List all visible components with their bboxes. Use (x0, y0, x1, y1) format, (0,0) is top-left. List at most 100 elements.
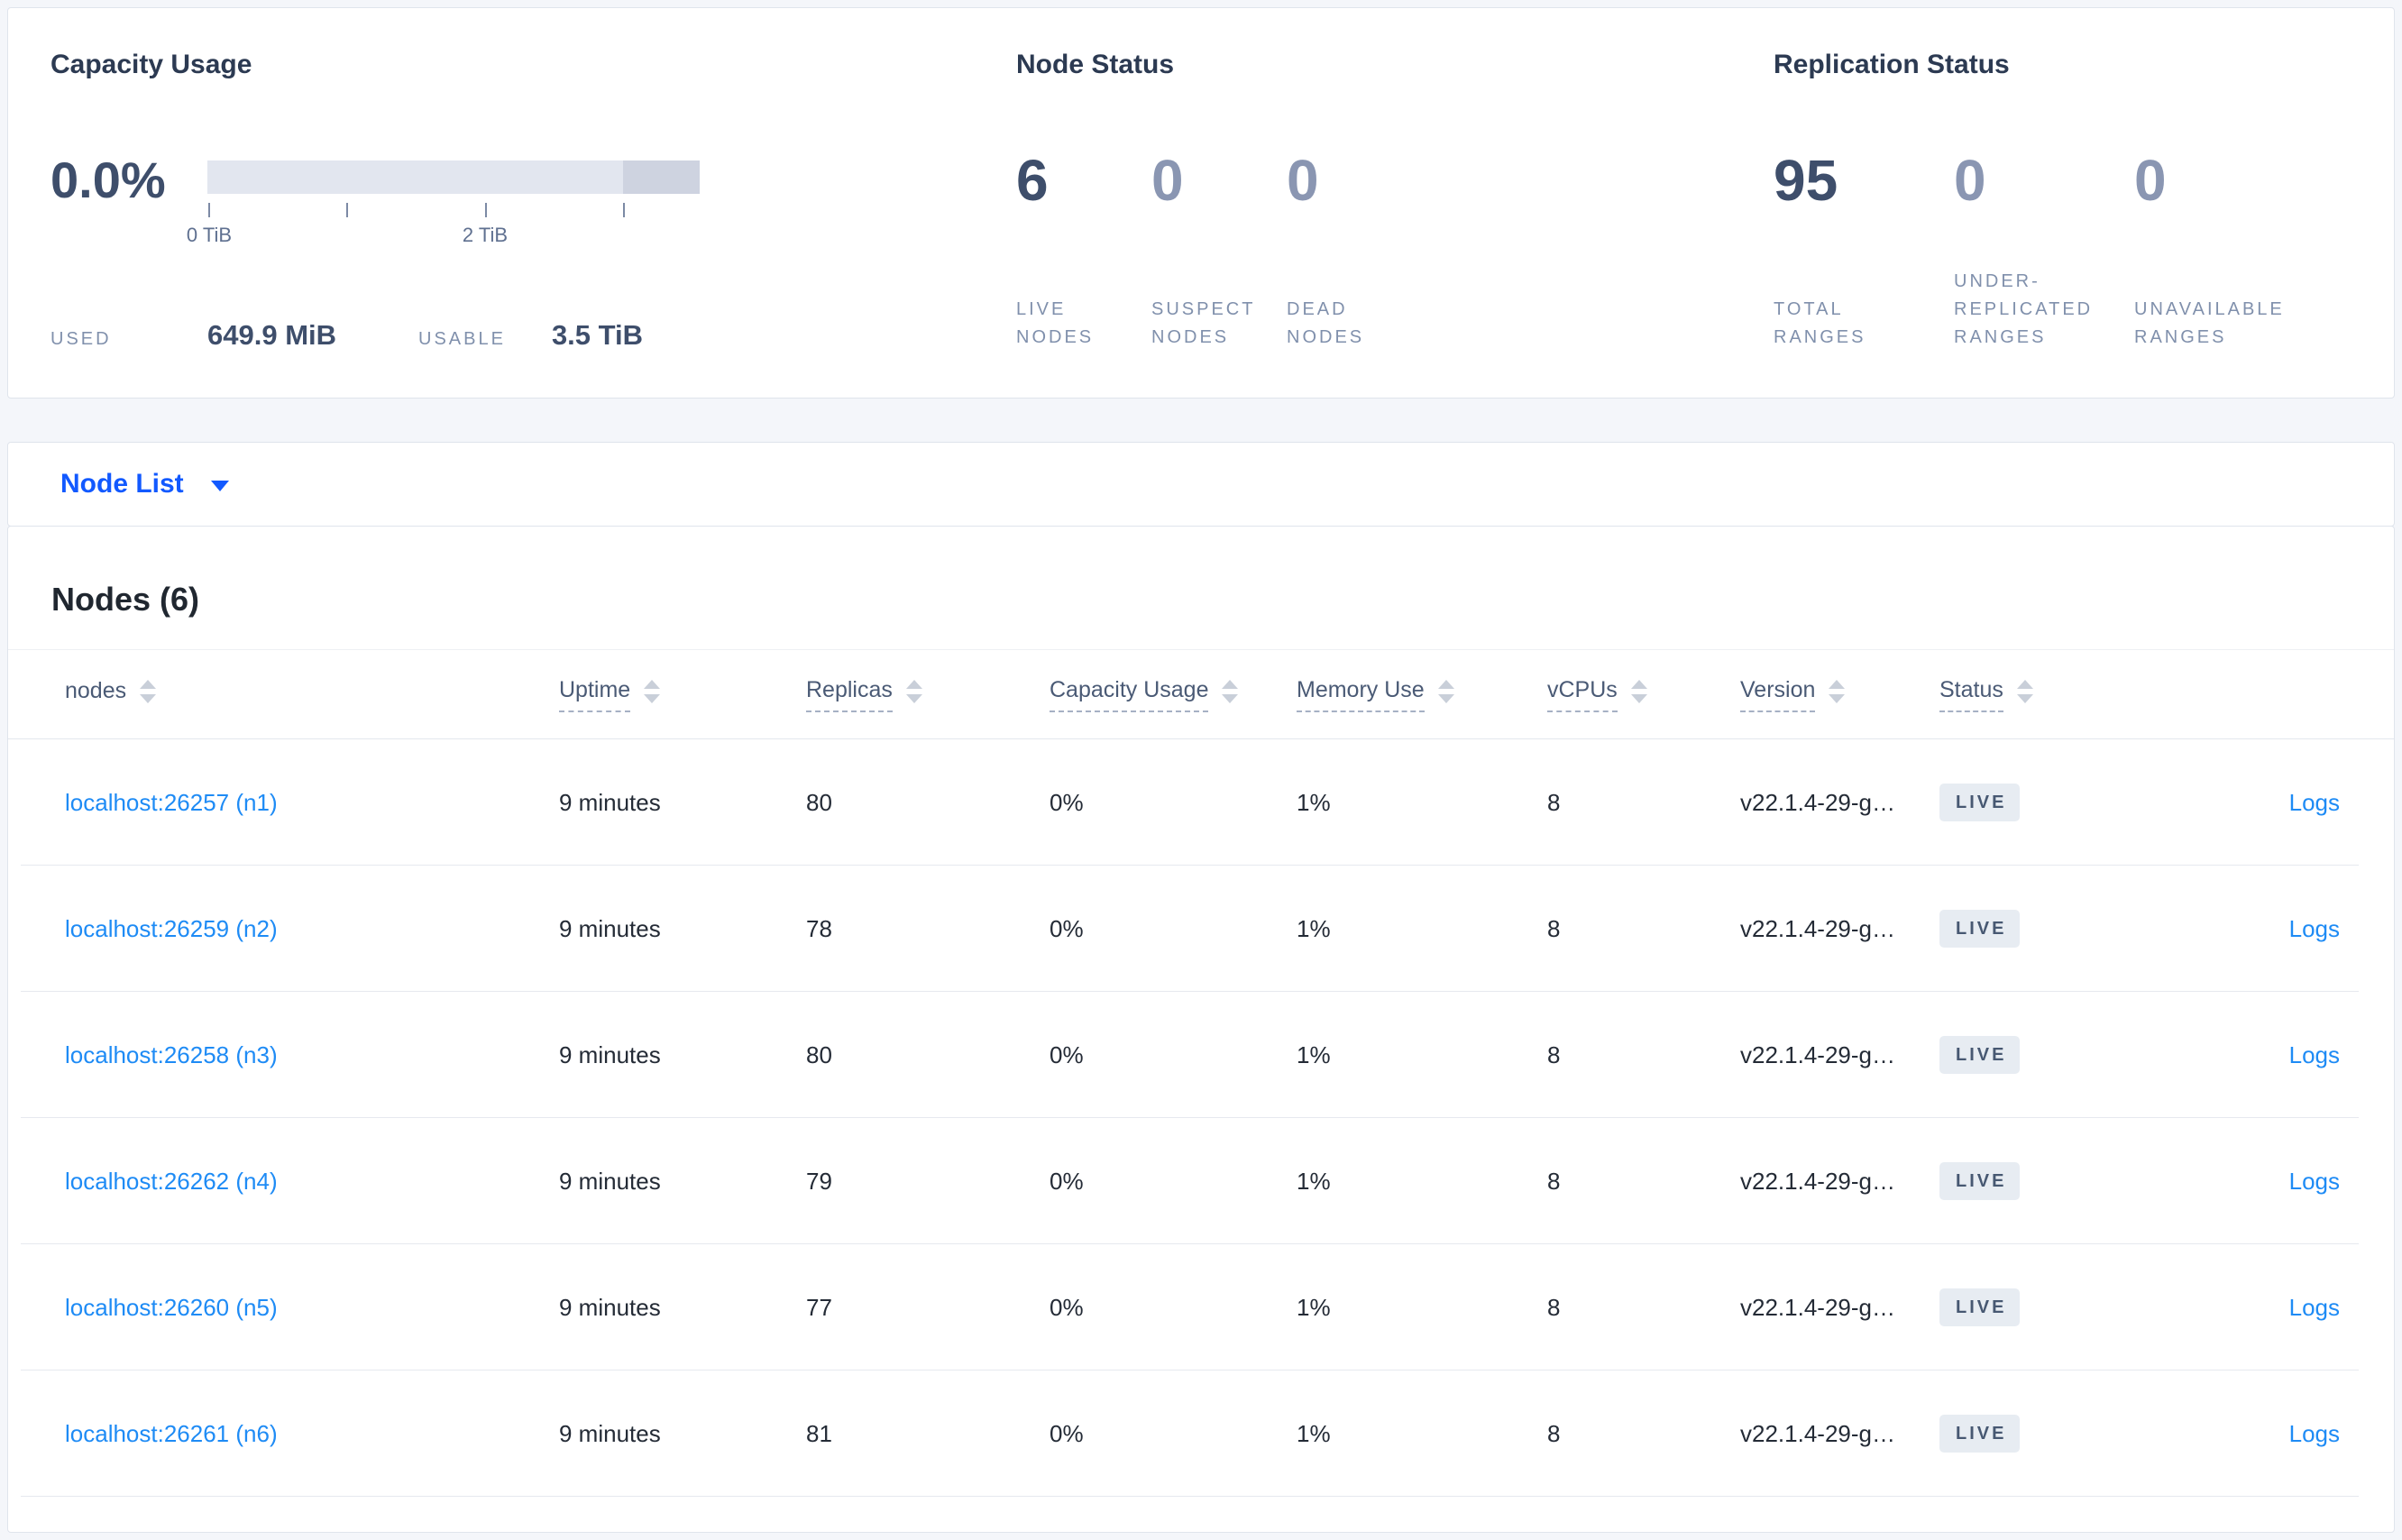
replicas-cell: 81 (806, 1419, 832, 1447)
suspect-nodes-value: 0 (1151, 148, 1184, 213)
suspect-nodes-stat: 0 SUSPECT NODES (1151, 149, 1287, 352)
live-nodes-value: 6 (1016, 148, 1049, 213)
under-replicated-ranges-value: 0 (1954, 148, 1986, 213)
node-status-title: Node Status (1016, 50, 1175, 79)
nodes-section-title: Nodes (6) (51, 581, 200, 618)
uptime-cell: 9 minutes (559, 1167, 661, 1195)
uptime-cell: 9 minutes (559, 914, 661, 942)
memory-use-cell: 1% (1297, 914, 1331, 942)
column-header-capacity-usage[interactable]: Capacity Usage (1050, 677, 1297, 712)
cluster-summary-card: Capacity Usage 0.0% 0 TiB 2 TiB (7, 7, 2395, 399)
status-badge: LIVE (1939, 1162, 2021, 1200)
capacity-usage-cell: 0% (1050, 1419, 1084, 1447)
capacity-bar-reserved-segment (623, 160, 700, 194)
logs-link[interactable]: Logs (2288, 788, 2340, 816)
uptime-cell: 9 minutes (559, 1293, 661, 1321)
logs-link[interactable]: Logs (2288, 1419, 2340, 1447)
node-link[interactable]: localhost:26259 (n2) (65, 914, 278, 942)
axis-tick (485, 203, 487, 217)
status-badge: LIVE (1939, 1415, 2021, 1453)
logs-link[interactable]: Logs (2288, 1293, 2340, 1321)
memory-use-cell: 1% (1297, 1293, 1331, 1321)
memory-use-cell: 1% (1297, 1167, 1331, 1195)
status-badge: LIVE (1939, 910, 2021, 948)
table-row: localhost:26261 (n6) 9 minutes 81 0% 1% … (8, 1370, 2394, 1497)
column-header-vcpus[interactable]: vCPUs (1547, 677, 1740, 712)
total-ranges-label: TOTAL RANGES (1774, 299, 1866, 347)
view-selector-card: Node List (7, 442, 2395, 527)
node-list-dropdown-label: Node List (60, 469, 184, 499)
column-header-version[interactable]: Version (1740, 677, 1939, 712)
logs-link[interactable]: Logs (2288, 914, 2340, 942)
nodes-table: nodes Uptime Replicas Capacity Usage Mem… (8, 649, 2394, 1497)
sort-icon[interactable] (643, 679, 661, 704)
dead-nodes-label: DEAD NODES (1287, 299, 1365, 347)
sort-icon[interactable] (905, 679, 923, 704)
replicas-cell: 77 (806, 1293, 832, 1321)
vcpus-cell: 8 (1547, 788, 1561, 816)
axis-tick (623, 203, 625, 217)
vcpus-cell: 8 (1547, 1419, 1561, 1447)
replication-status-title: Replication Status (1774, 50, 2010, 79)
usable-value: 3.5 TiB (551, 319, 644, 351)
node-link[interactable]: localhost:26260 (n5) (65, 1293, 278, 1321)
status-badge: LIVE (1939, 784, 2021, 821)
column-header-status[interactable]: Status (1939, 677, 2193, 712)
column-header-nodes[interactable]: nodes (65, 678, 559, 711)
replicas-cell: 78 (806, 914, 832, 942)
usable-label: USABLE (418, 329, 506, 349)
sort-icon[interactable] (1437, 679, 1455, 704)
capacity-usage-cell: 0% (1050, 914, 1084, 942)
logs-link[interactable]: Logs (2288, 1167, 2340, 1195)
vcpus-cell: 8 (1547, 1293, 1561, 1321)
table-row: localhost:26260 (n5) 9 minutes 77 0% 1% … (8, 1244, 2394, 1370)
axis-tick-label: 0 TiB (186, 224, 233, 246)
sort-icon[interactable] (2016, 679, 2034, 704)
uptime-cell: 9 minutes (559, 788, 661, 816)
chevron-down-icon (210, 481, 229, 491)
logs-link[interactable]: Logs (2288, 1040, 2340, 1068)
sort-icon[interactable] (1221, 679, 1239, 704)
vcpus-cell: 8 (1547, 1040, 1561, 1068)
capacity-usage-cell: 0% (1050, 1167, 1084, 1195)
column-header-uptime[interactable]: Uptime (559, 677, 806, 712)
capacity-percent: 0.0% (50, 151, 166, 208)
version-cell: v22.1.4-29-g… (1740, 1293, 1895, 1321)
node-link[interactable]: localhost:26262 (n4) (65, 1167, 278, 1195)
node-link[interactable]: localhost:26257 (n1) (65, 788, 278, 816)
version-cell: v22.1.4-29-g… (1740, 914, 1895, 942)
replication-status-section: Replication Status 95 TOTAL RANGES 0 UND… (1774, 48, 2394, 398)
replicas-cell: 79 (806, 1167, 832, 1195)
node-list-dropdown[interactable]: Node List (60, 469, 229, 500)
dead-nodes-stat: 0 DEAD NODES (1287, 149, 1422, 352)
node-link[interactable]: localhost:26258 (n3) (65, 1040, 278, 1068)
sort-icon[interactable] (1828, 679, 1846, 704)
table-row: localhost:26262 (n4) 9 minutes 79 0% 1% … (8, 1118, 2394, 1244)
node-link[interactable]: localhost:26261 (n6) (65, 1419, 278, 1447)
capacity-usage-cell: 0% (1050, 1293, 1084, 1321)
capacity-usage-title: Capacity Usage (50, 50, 252, 79)
uptime-cell: 9 minutes (559, 1419, 661, 1447)
table-row: localhost:26259 (n2) 9 minutes 78 0% 1% … (8, 866, 2394, 992)
replicas-cell: 80 (806, 788, 832, 816)
total-ranges-value: 95 (1774, 148, 1838, 213)
memory-use-cell: 1% (1297, 1040, 1331, 1068)
version-cell: v22.1.4-29-g… (1740, 1419, 1895, 1447)
dead-nodes-value: 0 (1287, 148, 1319, 213)
total-ranges-stat: 95 TOTAL RANGES (1774, 149, 1954, 352)
unavailable-ranges-stat: 0 UNAVAILABLE RANGES (2134, 149, 2315, 352)
used-label: USED (50, 329, 112, 349)
axis-tick (208, 203, 210, 217)
version-cell: v22.1.4-29-g… (1740, 788, 1895, 816)
sort-icon[interactable] (1630, 679, 1648, 704)
capacity-usage-cell: 0% (1050, 788, 1084, 816)
sort-icon[interactable] (139, 679, 157, 704)
column-header-memory-use[interactable]: Memory Use (1297, 677, 1547, 712)
capacity-usage-section: Capacity Usage 0.0% 0 TiB 2 TiB (50, 48, 1016, 398)
column-header-replicas[interactable]: Replicas (806, 677, 1050, 712)
version-cell: v22.1.4-29-g… (1740, 1167, 1895, 1195)
node-status-section: Node Status 6 LIVE NODES 0 SUSPECT NODES… (1016, 48, 1774, 398)
vcpus-cell: 8 (1547, 1167, 1561, 1195)
unavailable-ranges-value: 0 (2134, 148, 2167, 213)
